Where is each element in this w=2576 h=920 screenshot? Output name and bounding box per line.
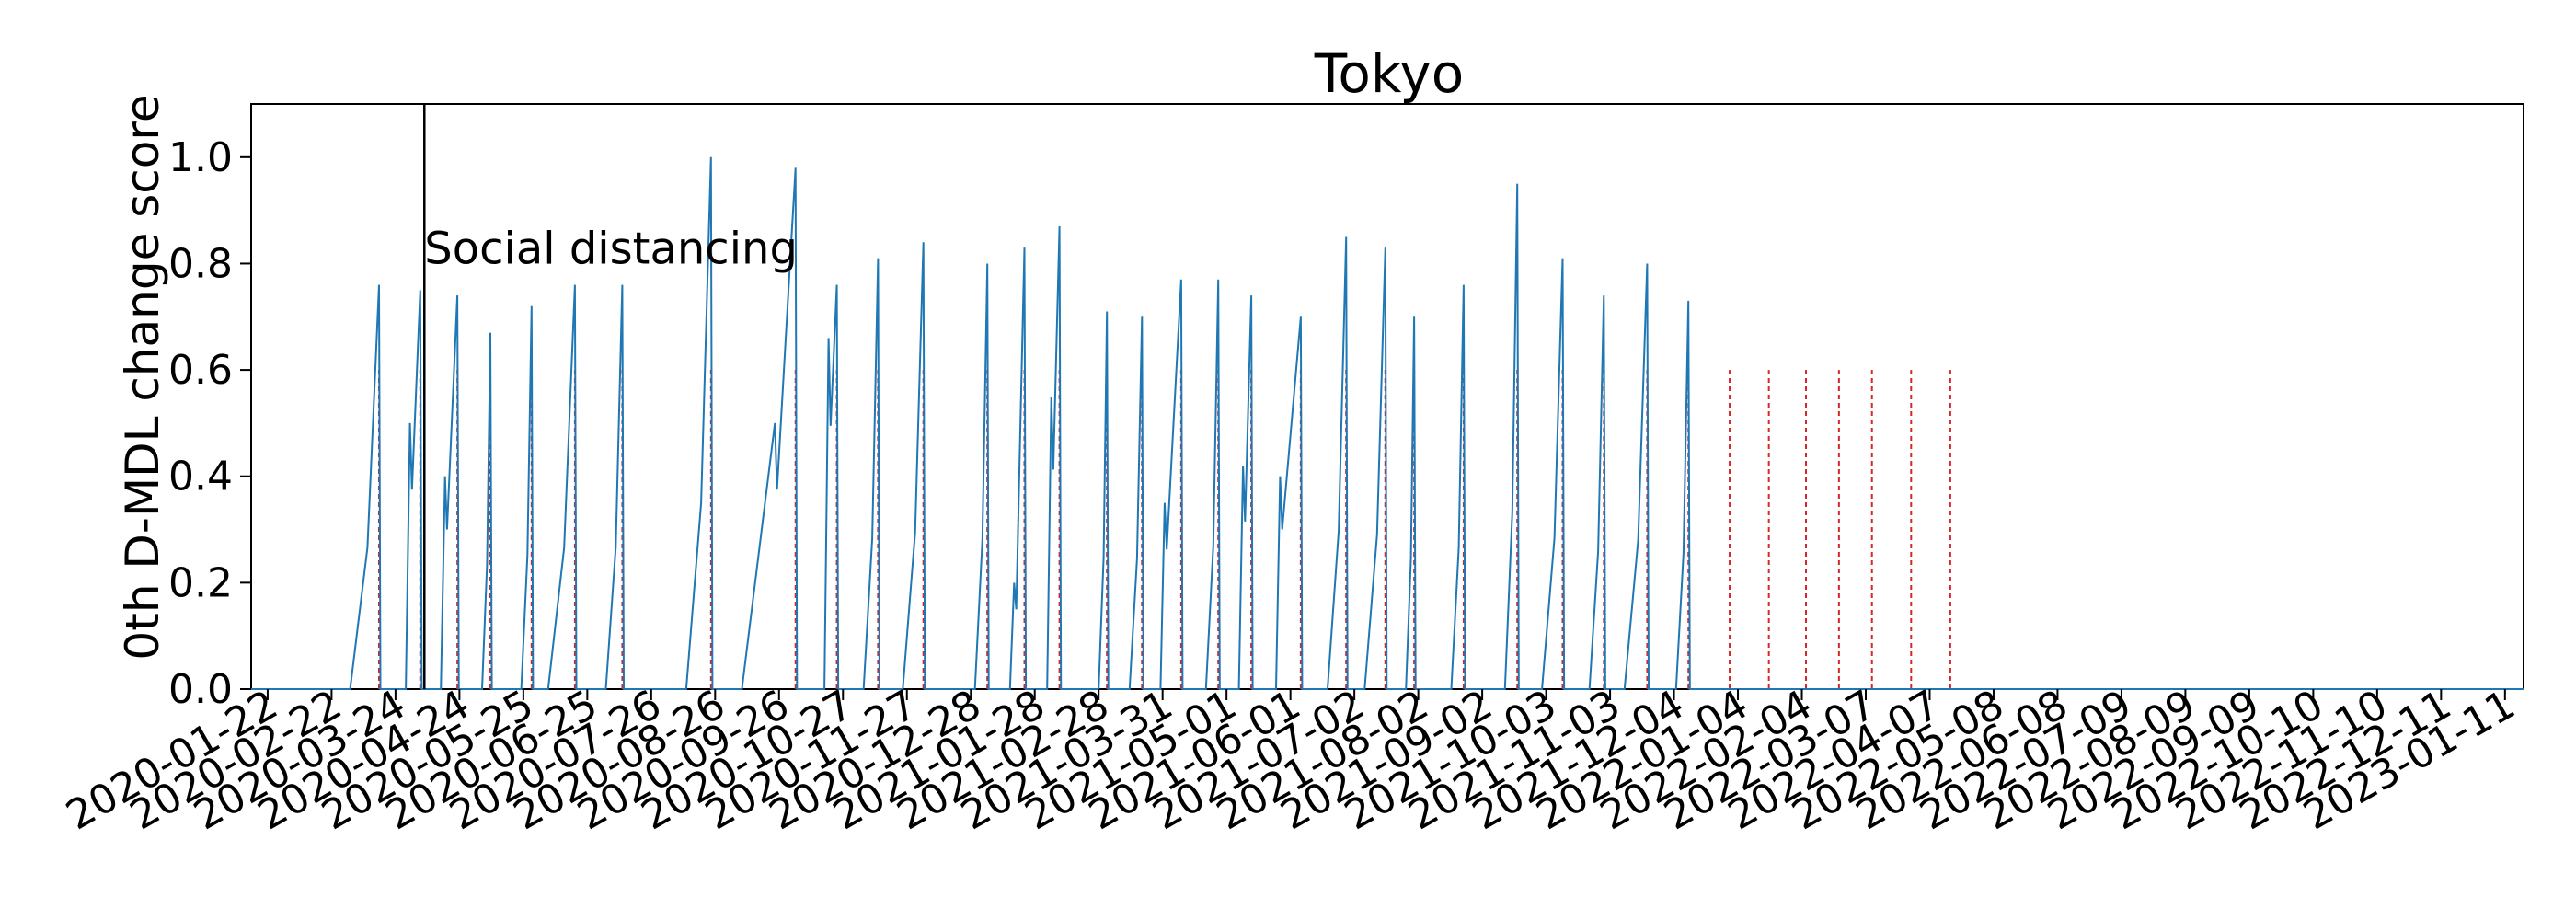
social-distancing-label: Social distancing [424,223,798,274]
score-series-line [251,156,2524,690]
y-tick-label: 1.0 [168,134,233,181]
y-tick-label: 0.4 [168,454,233,500]
y-tick-label: 0.0 [168,666,233,713]
y-tick-label: 0.8 [168,240,233,287]
series-layer [251,156,2524,690]
chart-title: Tokyo [1314,42,1464,105]
y-axis: 0.0 0.2 0.4 0.6 0.8 1.0 [168,134,251,713]
y-axis-label: 0th D-MDL change score [116,94,169,660]
x-axis: 2020-01-222020-02-222020-03-242020-04-24… [58,681,2523,839]
annotation-layer: Social distancing [423,104,798,689]
y-tick-label: 0.2 [168,559,233,606]
y-tick-label: 0.6 [168,347,233,394]
